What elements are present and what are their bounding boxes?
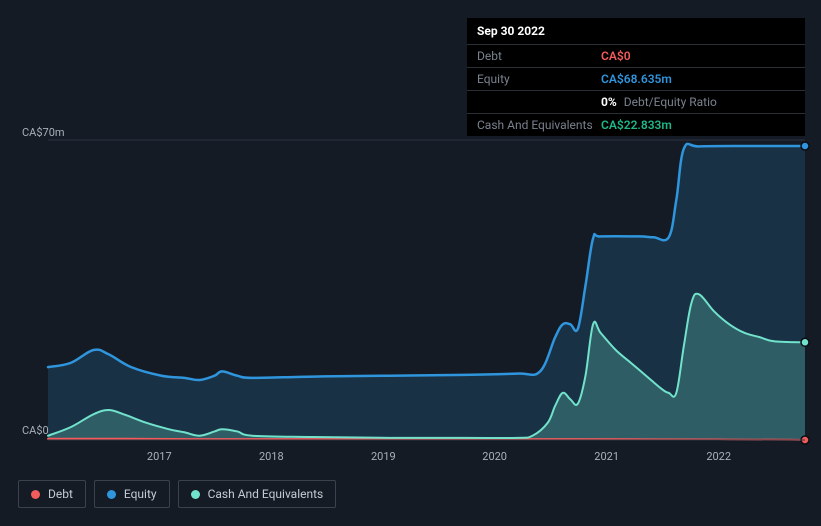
tooltip-debt-label: Debt — [477, 49, 601, 63]
tooltip-row-debt: Debt CA$0 — [467, 45, 805, 68]
tooltip-ratio-label-blank — [477, 95, 601, 109]
legend-item-equity[interactable]: Equity — [94, 480, 170, 508]
x-tick: 2021 — [594, 450, 619, 463]
legend-label: Equity — [124, 487, 157, 501]
tooltip: Sep 30 2022 Debt CA$0 Equity CA$68.635m … — [467, 18, 805, 136]
x-tick: 2019 — [371, 450, 396, 463]
tooltip-date: Sep 30 2022 — [467, 18, 805, 45]
chart-container: CA$70m CA$0 2017 2018 2019 2020 2021 2022 Sep… — [0, 0, 821, 526]
tooltip-row-equity: Equity CA$68.635m — [467, 68, 805, 91]
tooltip-debt-value: CA$0 — [601, 49, 795, 63]
cash-end-marker-icon — [801, 338, 809, 346]
tooltip-row-ratio: 0% Debt/Equity Ratio — [467, 91, 805, 114]
legend: Debt Equity Cash And Equivalents — [18, 480, 336, 508]
x-tick: 2018 — [259, 450, 284, 463]
legend-label: Cash And Equivalents — [208, 487, 324, 501]
legend-swatch-icon — [31, 490, 40, 499]
legend-swatch-icon — [191, 490, 200, 499]
tooltip-ratio-value: 0% Debt/Equity Ratio — [601, 95, 795, 109]
tooltip-equity-label: Equity — [477, 72, 601, 86]
tooltip-ratio-sublabel: Debt/Equity Ratio — [624, 95, 717, 109]
tooltip-equity-value: CA$68.635m — [601, 72, 795, 86]
equity-end-marker-icon — [801, 142, 809, 150]
y-axis-max-label: CA$70m — [22, 126, 65, 139]
tooltip-row-cash: Cash And Equivalents CA$22.833m — [467, 114, 805, 136]
legend-swatch-icon — [107, 490, 116, 499]
x-tick: 2017 — [147, 450, 172, 463]
x-tick: 2022 — [706, 450, 731, 463]
x-tick: 2020 — [482, 450, 507, 463]
legend-item-cash[interactable]: Cash And Equivalents — [178, 480, 337, 508]
legend-label: Debt — [48, 487, 73, 501]
legend-item-debt[interactable]: Debt — [18, 480, 86, 508]
tooltip-ratio-pct: 0% — [601, 95, 617, 109]
y-axis-min-label: CA$0 — [22, 424, 49, 437]
tooltip-cash-value: CA$22.833m — [601, 118, 795, 132]
tooltip-cash-label: Cash And Equivalents — [477, 118, 601, 132]
